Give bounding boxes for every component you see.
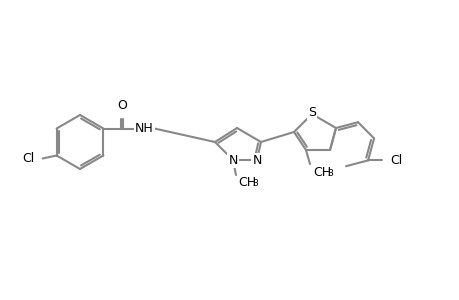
Text: Cl: Cl <box>22 152 34 165</box>
Text: Cl: Cl <box>389 154 402 167</box>
Text: 3: 3 <box>326 169 332 178</box>
Text: 3: 3 <box>252 179 257 188</box>
Text: NH: NH <box>134 122 153 135</box>
Text: CH: CH <box>312 166 330 178</box>
Text: S: S <box>308 106 315 119</box>
Text: CH: CH <box>237 176 256 188</box>
Text: N: N <box>228 154 237 166</box>
Text: O: O <box>117 98 127 112</box>
Text: N: N <box>252 154 261 166</box>
